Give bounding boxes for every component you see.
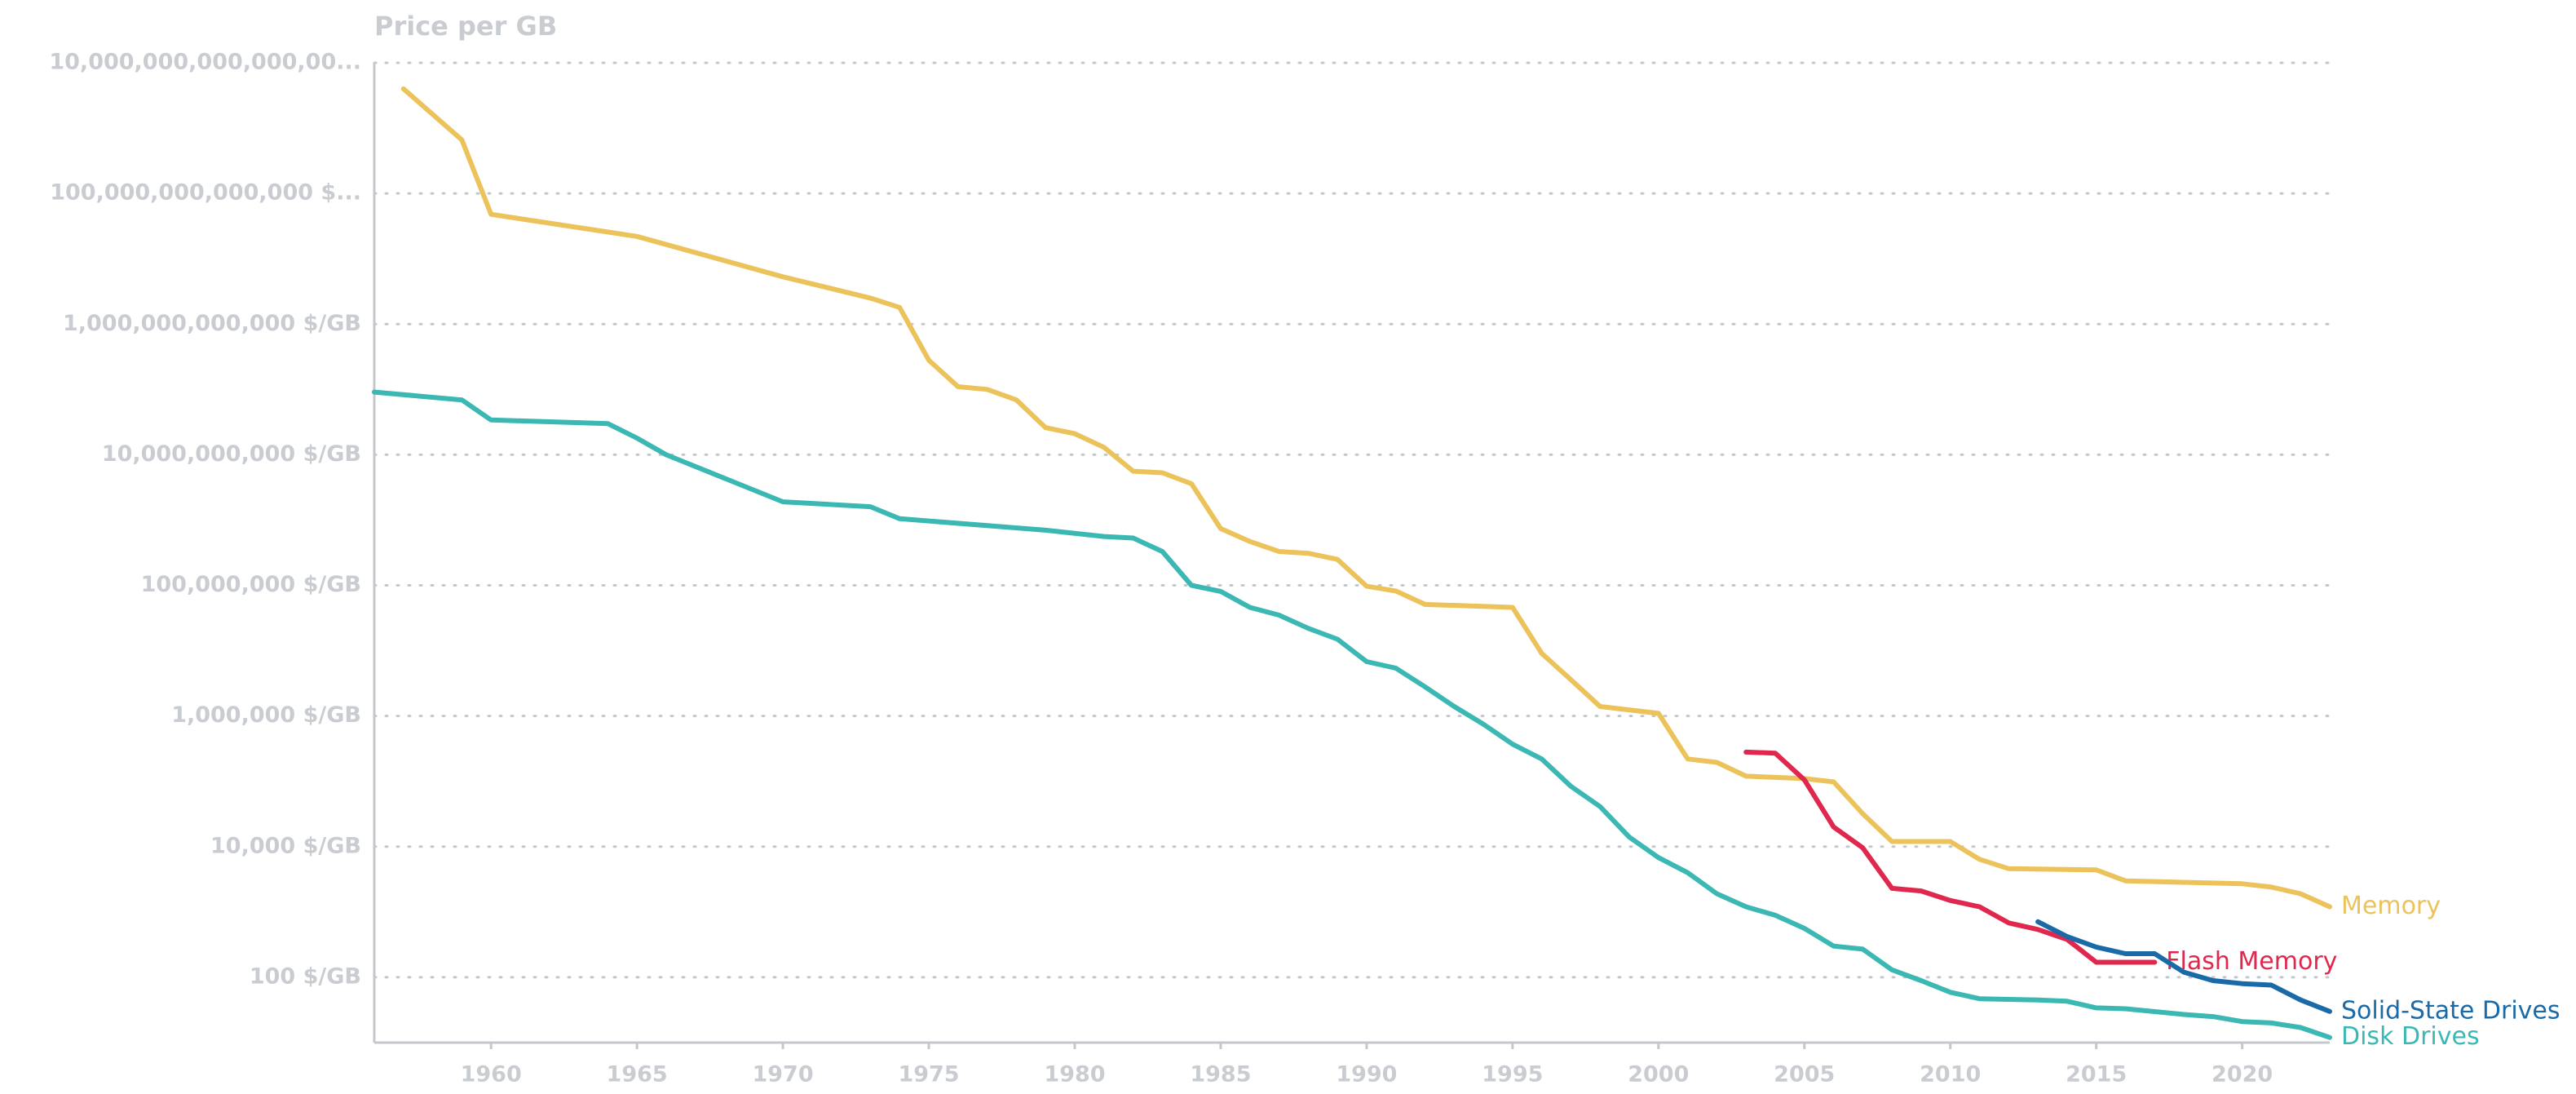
y-tick-label: 100,000,000 $/GB <box>141 572 361 597</box>
x-tick-label: 2005 <box>1774 1062 1835 1087</box>
x-tick-label: 1960 <box>461 1062 522 1087</box>
x-tick-label: 2010 <box>1920 1062 1981 1087</box>
series-end-label: Flash Memory <box>2166 947 2337 976</box>
x-tick-label: 2000 <box>1628 1062 1689 1087</box>
x-tick-label: 1985 <box>1190 1062 1251 1087</box>
x-tick-label: 1980 <box>1044 1062 1105 1087</box>
series-end-label: Disk Drives <box>2341 1022 2480 1051</box>
x-tick-label: 1995 <box>1482 1062 1543 1087</box>
y-tick-label: 10,000,000,000 $/GB <box>102 441 361 467</box>
x-tick-label: 2020 <box>2211 1062 2273 1087</box>
x-tick-label: 2015 <box>2066 1062 2127 1087</box>
x-tick-label: 1990 <box>1336 1062 1397 1087</box>
y-tick-label: 10,000,000,000,000,00... <box>49 50 361 75</box>
series-line <box>2035 919 2332 1014</box>
y-tick-label: 1,000,000,000,000 $/GB <box>63 311 361 336</box>
y-tick-label: 100,000,000,000,000 $... <box>50 180 361 206</box>
x-tick-label: 1965 <box>607 1062 668 1087</box>
series-line <box>372 389 2332 1040</box>
x-tick-label: 1975 <box>898 1062 959 1087</box>
y-axis-title: Price per GB <box>374 11 557 42</box>
series-end-label: Memory <box>2341 892 2441 920</box>
y-tick-label: 10,000 $/GB <box>210 833 361 858</box>
y-tick-label: 1,000,000 $/GB <box>171 702 361 728</box>
series-line <box>400 86 2332 910</box>
y-tick-label: 100 $/GB <box>250 963 361 989</box>
x-tick-label: 1970 <box>752 1062 813 1087</box>
series-line <box>1743 749 2158 965</box>
series-end-label: Solid-State Drives <box>2341 996 2561 1025</box>
